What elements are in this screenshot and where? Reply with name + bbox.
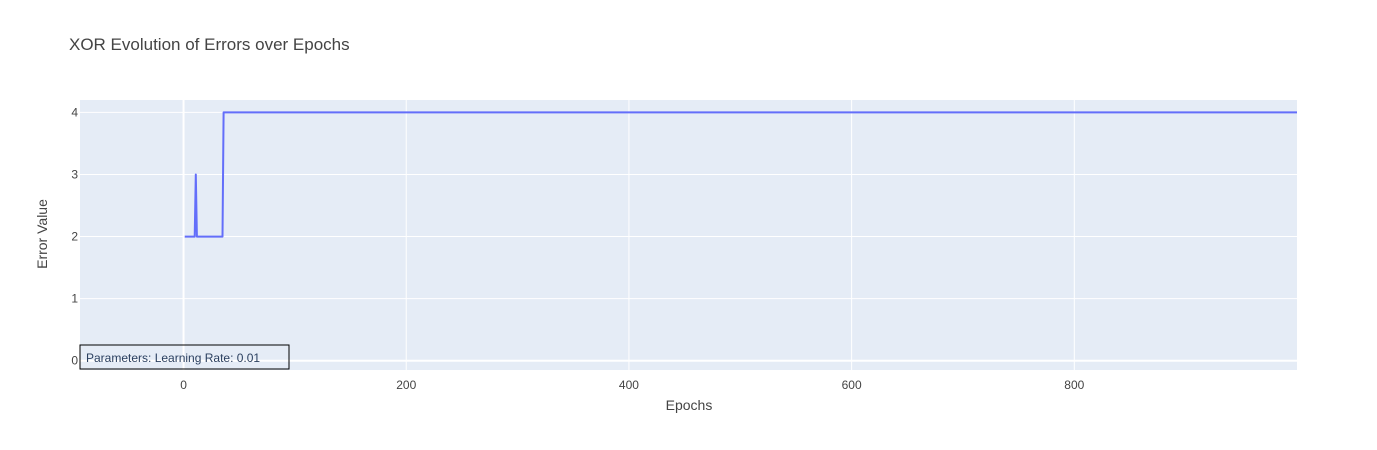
y-tick-label: 3 (71, 167, 78, 181)
x-tick-label: 0 (180, 378, 187, 392)
y-tick-label: 0 (71, 354, 78, 368)
error-series-line (184, 111, 1297, 238)
y-tick-label: 4 (71, 105, 78, 119)
x-tick-label: 600 (842, 378, 862, 392)
x-tick-label: 200 (396, 378, 416, 392)
chart-title: XOR Evolution of Errors over Epochs (69, 35, 350, 54)
parameters-annotation: Parameters: Learning Rate: 0.01 (79, 344, 290, 370)
x-tick-label: 400 (619, 378, 639, 392)
tick-labels: 0 200 400 600 800 0 1 2 3 4 (71, 105, 1084, 392)
y-tick-label: 2 (71, 230, 78, 244)
plot-area (80, 100, 1297, 370)
x-tick-label: 800 (1064, 378, 1084, 392)
annotation-box (79, 344, 290, 370)
y-tick-label: 1 (71, 292, 78, 306)
x-axis-title: Epochs (666, 397, 713, 413)
y-axis-title: Error Value (34, 199, 50, 269)
annotation-text: Parameters: Learning Rate: 0.01 (86, 351, 260, 365)
series-layer (184, 111, 1297, 238)
